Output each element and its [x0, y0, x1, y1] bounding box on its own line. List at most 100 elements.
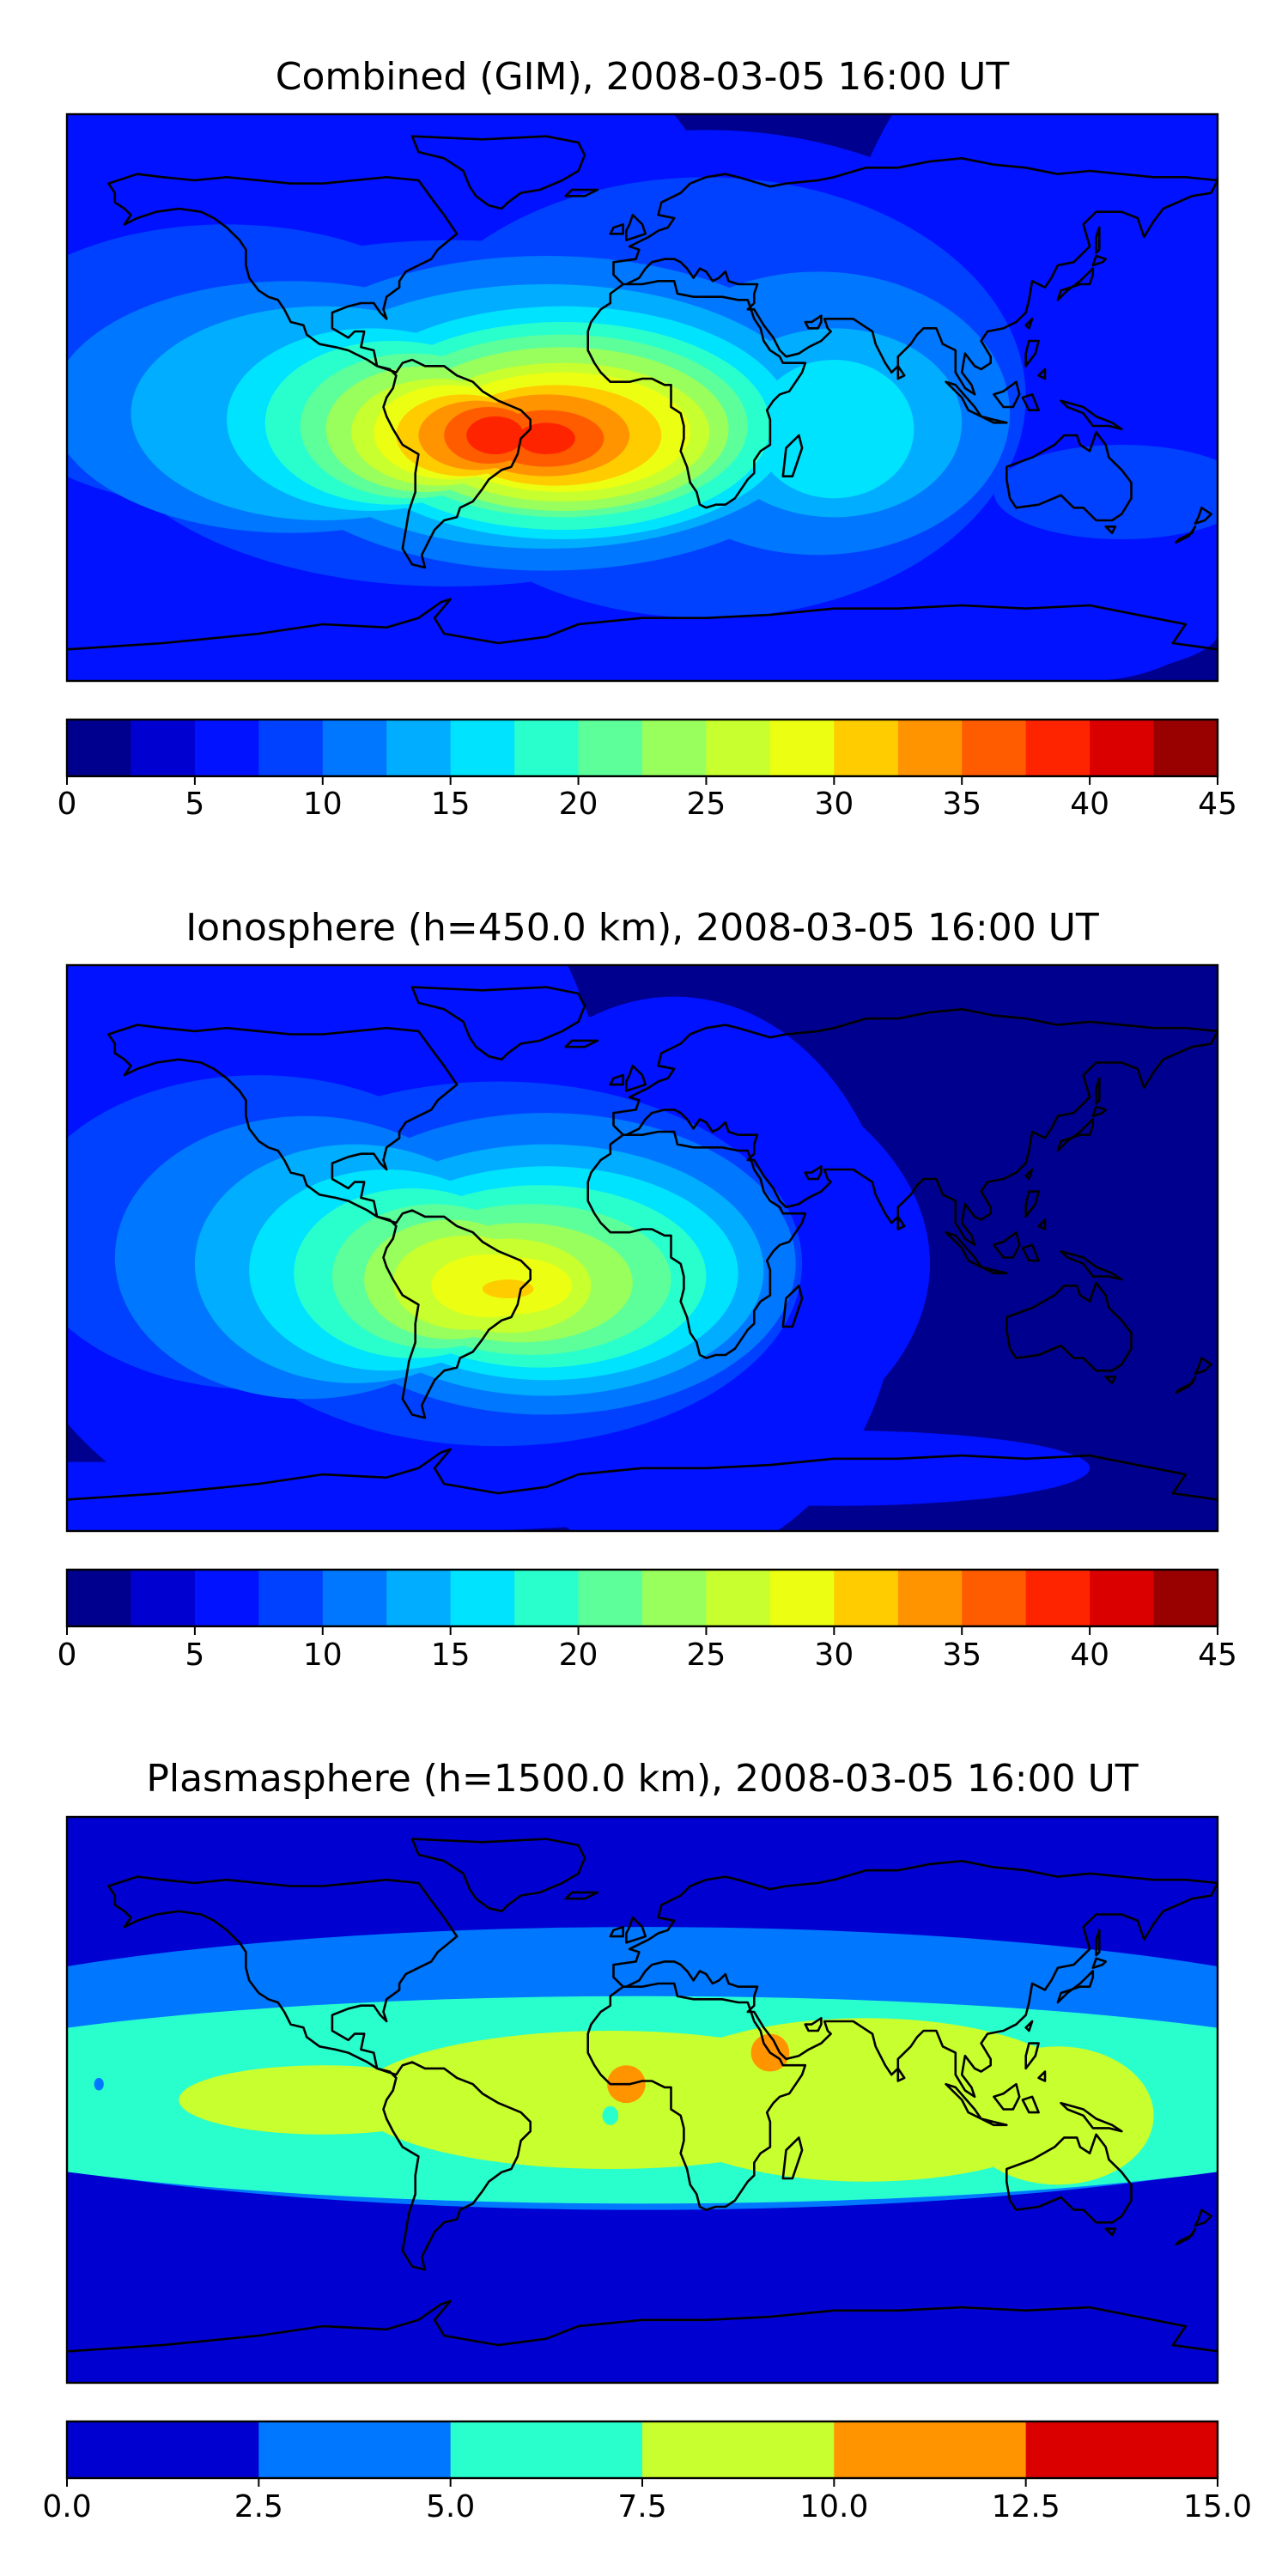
plasmasphere-panel: Plasmasphere (h=1500.0 km), 2008-03-05 1…: [42, 1757, 1252, 2524]
colorbar-swatch: [258, 720, 324, 776]
heatmap-contour-band: [466, 416, 525, 454]
colorbar-swatch: [450, 2421, 643, 2478]
colorbar-tick-label: 5: [185, 1637, 204, 1673]
colorbar-swatch: [194, 720, 259, 776]
colorbar-swatch: [897, 1570, 963, 1626]
colorbar-swatch: [322, 1570, 387, 1626]
colorbar-tick-label: 30: [814, 1637, 854, 1673]
colorbar-swatch: [1090, 1570, 1155, 1626]
colorbar-tick-label: 30: [814, 787, 854, 822]
colorbar-swatch: [642, 720, 708, 776]
colorbar-tick-label: 40: [1070, 787, 1109, 822]
colorbar-swatch: [706, 720, 771, 776]
heatmap-field: [67, 965, 1218, 1531]
colorbar-swatch: [514, 1570, 580, 1626]
colorbar-tick-label: 15: [431, 1637, 471, 1673]
colorbar-swatch: [386, 720, 452, 776]
colorbar-frame: [65, 1568, 1219, 1628]
colorbar-tick-label: 25: [687, 787, 726, 822]
colorbar-swatch: [131, 1570, 196, 1626]
colorbar-swatch: [897, 720, 963, 776]
coastline: [67, 135, 1218, 651]
colorbar-swatch: [131, 720, 196, 776]
combined-gim-panel: Combined (GIM), 2008-03-05 16:00 UT 0 5 10…: [58, 55, 1237, 822]
colorbar-tick-label: 5.0: [426, 2489, 475, 2524]
colorbar-swatch: [578, 720, 643, 776]
colorbar-tick-label: 25: [687, 1637, 726, 1673]
colorbar-tick-label: 20: [559, 1637, 598, 1673]
colorbar-swatch: [706, 1570, 771, 1626]
coastline: [67, 1838, 1218, 2353]
colorbar-swatch: [962, 1570, 1027, 1626]
colorbar-tick-label: 2.5: [234, 2489, 283, 2524]
colorbar-tick-label: 45: [1198, 1637, 1237, 1673]
colorbar-tick-label: 15: [431, 787, 471, 822]
colorbar-swatch: [769, 720, 835, 776]
colorbar-swatch: [67, 1570, 132, 1626]
coastline: [67, 986, 1218, 1501]
panel-title: Plasmasphere (h=1500.0 km), 2008-03-05 1…: [146, 1757, 1138, 1801]
colorbar: 0 5 10 15 20 25 30 35 40 45: [58, 1568, 1237, 1673]
colorbar-tick-label: 0: [58, 787, 77, 822]
colorbar-tick-label: 35: [942, 1637, 981, 1673]
colorbar-swatch: [834, 2421, 1027, 2478]
colorbar-tick-label: 35: [942, 787, 981, 822]
colorbar-swatch: [1090, 720, 1155, 776]
colorbar-swatch: [962, 720, 1027, 776]
coastline-map: [67, 1838, 1218, 2353]
colorbar-swatch: [1153, 1570, 1218, 1626]
colorbar-tick-label: 10.0: [799, 2489, 868, 2524]
colorbar-swatch: [578, 1570, 643, 1626]
panel-title: Ionosphere (h=450.0 km), 2008-03-05 16:0…: [185, 906, 1099, 950]
colorbar-tick-label: 10: [303, 787, 343, 822]
heatmap-contour-band: [482, 1279, 534, 1299]
colorbar-swatch: [642, 1570, 708, 1626]
map-frame: [65, 963, 1219, 1533]
colorbar-swatch: [514, 720, 580, 776]
colorbar-swatch: [386, 1570, 452, 1626]
heatmap-contour-band: [602, 2105, 619, 2125]
colorbar-swatch: [258, 1570, 324, 1626]
colorbar-tick-label: 45: [1198, 787, 1237, 822]
colorbar-swatch: [450, 720, 515, 776]
colorbar-tick-label: 12.5: [992, 2489, 1060, 2524]
colorbar-swatch: [1025, 1570, 1091, 1626]
colorbar-swatch: [67, 2421, 259, 2478]
map-frame: [65, 112, 1219, 683]
colorbar-swatch: [642, 2421, 835, 2478]
panel-title: Combined (GIM), 2008-03-05 16:00 UT: [276, 55, 1010, 99]
colorbar-swatch: [1025, 2421, 1218, 2478]
colorbar-tick-label: 15.0: [1183, 2489, 1252, 2524]
heatmap-contour-band: [993, 445, 1218, 539]
colorbar-tick-label: 20: [559, 787, 598, 822]
colorbar-swatch: [834, 1570, 899, 1626]
colorbar-swatch: [834, 720, 899, 776]
colorbar-swatch: [258, 2421, 452, 2478]
heatmap-field: [67, 114, 1218, 681]
colorbar-tick-label: 5: [185, 787, 204, 822]
colorbar-swatch: [769, 1570, 835, 1626]
colorbar-tick-label: 40: [1070, 1637, 1109, 1673]
heatmap-contour-band: [94, 2077, 104, 2091]
heatmap-field: [67, 1817, 1218, 2383]
colorbar-frame: [65, 718, 1219, 778]
colorbar-swatch: [450, 1570, 515, 1626]
colorbar: 0.0 2.5 5.0 7.5 10.0 12.5 15.0: [42, 2420, 1252, 2524]
colorbar-swatch: [322, 720, 387, 776]
colorbar-swatch: [1153, 720, 1218, 776]
heatmap-contour-band: [578, 1430, 1091, 1506]
map-frame: [65, 1815, 1219, 2385]
colorbar-swatch: [1025, 720, 1091, 776]
colorbar-swatch: [67, 720, 132, 776]
heatmap-contour-band: [962, 2046, 1154, 2185]
colorbar-tick-label: 0.0: [42, 2489, 91, 2524]
ionosphere-panel: Ionosphere (h=450.0 km), 2008-03-05 16:0…: [58, 906, 1237, 1673]
colorbar-swatch: [194, 1570, 259, 1626]
colorbar: 0 5 10 15 20 25 30 35 40 45: [58, 718, 1237, 822]
heatmap-contour-band: [754, 360, 914, 499]
coastline-map: [67, 986, 1218, 1501]
heatmap-contour-band: [517, 422, 575, 454]
coastline-map: [67, 135, 1218, 651]
colorbar-tick-label: 7.5: [617, 2489, 666, 2524]
